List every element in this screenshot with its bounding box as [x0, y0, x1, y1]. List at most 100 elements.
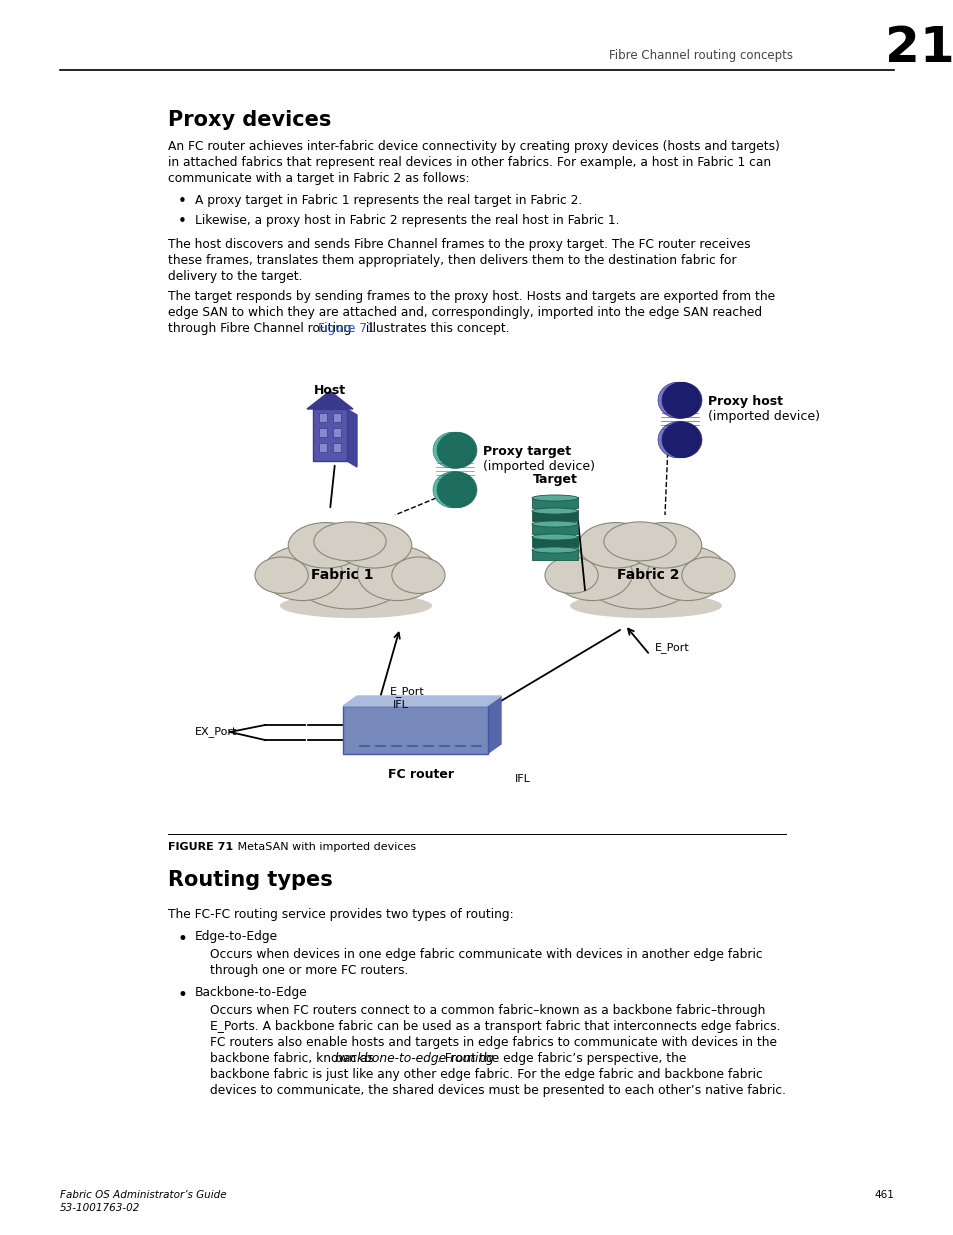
Ellipse shape: [532, 495, 578, 501]
Text: The host discovers and sends Fibre Channel frames to the proxy target. The FC ro: The host discovers and sends Fibre Chann…: [168, 238, 750, 251]
Text: FC routers also enable hosts and targets in edge fabrics to communicate with dev: FC routers also enable hosts and targets…: [210, 1036, 776, 1049]
Ellipse shape: [552, 546, 632, 600]
Text: Proxy target: Proxy target: [482, 445, 571, 458]
FancyBboxPatch shape: [333, 443, 340, 452]
Ellipse shape: [659, 382, 700, 419]
Text: 21: 21: [884, 23, 953, 72]
Text: •: •: [178, 214, 187, 228]
Text: •: •: [178, 930, 188, 948]
FancyBboxPatch shape: [313, 409, 347, 461]
Text: Host: Host: [314, 384, 346, 396]
Polygon shape: [486, 697, 500, 755]
Ellipse shape: [578, 522, 654, 568]
Text: through one or more FC routers.: through one or more FC routers.: [210, 965, 408, 977]
Text: MetaSAN with imported devices: MetaSAN with imported devices: [220, 842, 416, 852]
Ellipse shape: [433, 472, 473, 508]
Text: FC router: FC router: [388, 768, 454, 781]
Text: E_Ports. A backbone fabric can be used as a transport fabric that interconnects : E_Ports. A backbone fabric can be used a…: [210, 1020, 780, 1032]
Text: IFL: IFL: [393, 700, 409, 710]
Text: E_Port: E_Port: [655, 642, 689, 653]
Ellipse shape: [288, 531, 412, 609]
FancyBboxPatch shape: [318, 429, 327, 437]
Ellipse shape: [280, 593, 432, 618]
Text: delivery to the target.: delivery to the target.: [168, 270, 302, 283]
Text: Figure 71: Figure 71: [318, 322, 375, 335]
Ellipse shape: [335, 522, 412, 568]
FancyBboxPatch shape: [333, 429, 340, 437]
Ellipse shape: [661, 382, 701, 419]
Text: Edge-to-Edge: Edge-to-Edge: [194, 930, 278, 944]
FancyBboxPatch shape: [318, 443, 327, 452]
Text: IFL: IFL: [515, 774, 530, 784]
Text: Proxy devices: Proxy devices: [168, 110, 331, 130]
Polygon shape: [307, 391, 353, 409]
Ellipse shape: [658, 422, 698, 458]
Text: these frames, translates them appropriately, then delivers them to the destinati: these frames, translates them appropriat…: [168, 254, 736, 267]
Text: •: •: [178, 194, 187, 209]
Text: FIGURE 71: FIGURE 71: [168, 842, 233, 852]
Text: Backbone-to-Edge: Backbone-to-Edge: [194, 986, 308, 999]
Ellipse shape: [314, 522, 386, 561]
Text: An FC router achieves inter-fabric device connectivity by creating proxy devices: An FC router achieves inter-fabric devic…: [168, 140, 779, 153]
Ellipse shape: [435, 472, 475, 508]
Text: EX_Port: EX_Port: [194, 726, 237, 737]
Text: (imported device): (imported device): [707, 410, 820, 424]
Ellipse shape: [433, 432, 473, 468]
FancyBboxPatch shape: [532, 536, 578, 547]
FancyBboxPatch shape: [532, 510, 578, 521]
Ellipse shape: [532, 508, 578, 514]
Ellipse shape: [357, 546, 436, 600]
FancyBboxPatch shape: [532, 496, 578, 508]
Ellipse shape: [436, 472, 476, 508]
Ellipse shape: [544, 557, 598, 593]
FancyBboxPatch shape: [333, 412, 340, 422]
Ellipse shape: [647, 546, 726, 600]
Text: Routing types: Routing types: [168, 869, 333, 890]
Ellipse shape: [532, 547, 578, 553]
Text: E_Port: E_Port: [390, 685, 424, 697]
Text: Fibre Channel routing concepts: Fibre Channel routing concepts: [608, 48, 792, 62]
Ellipse shape: [681, 557, 734, 593]
Text: Target: Target: [532, 473, 577, 485]
Text: Fabric 1: Fabric 1: [311, 568, 373, 582]
Text: Likewise, a proxy host in Fabric 2 represents the real host in Fabric 1.: Likewise, a proxy host in Fabric 2 repre…: [194, 214, 618, 227]
Text: through Fibre Channel routing.: through Fibre Channel routing.: [168, 322, 359, 335]
Ellipse shape: [262, 546, 342, 600]
Text: illustrates this concept.: illustrates this concept.: [361, 322, 509, 335]
Text: The FC-FC routing service provides two types of routing:: The FC-FC routing service provides two t…: [168, 908, 513, 921]
Text: Occurs when FC routers connect to a common fabric–known as a backbone fabric–thr: Occurs when FC routers connect to a comm…: [210, 1004, 764, 1016]
FancyBboxPatch shape: [532, 522, 578, 534]
Text: Fabric 2: Fabric 2: [616, 568, 679, 582]
Ellipse shape: [288, 522, 364, 568]
Ellipse shape: [569, 593, 721, 618]
Ellipse shape: [659, 422, 700, 458]
Text: (imported device): (imported device): [482, 461, 595, 473]
Text: edge SAN to which they are attached and, correspondingly, imported into the edge: edge SAN to which they are attached and,…: [168, 306, 761, 319]
Text: A proxy target in Fabric 1 represents the real target in Fabric 2.: A proxy target in Fabric 1 represents th…: [194, 194, 581, 207]
Text: 53-1001763-02: 53-1001763-02: [60, 1203, 140, 1213]
FancyBboxPatch shape: [343, 706, 488, 755]
FancyBboxPatch shape: [532, 550, 578, 559]
Text: Proxy host: Proxy host: [707, 395, 782, 409]
Ellipse shape: [578, 531, 701, 609]
Text: Occurs when devices in one edge fabric communicate with devices in another edge : Occurs when devices in one edge fabric c…: [210, 948, 761, 961]
Text: in attached fabrics that represent real devices in other fabrics. For example, a: in attached fabrics that represent real …: [168, 156, 770, 169]
Text: backbone-to-edge routing: backbone-to-edge routing: [335, 1052, 494, 1065]
Text: backbone fabric, known as: backbone fabric, known as: [210, 1052, 377, 1065]
Ellipse shape: [436, 432, 476, 468]
Text: devices to communicate, the shared devices must be presented to each other’s nat: devices to communicate, the shared devic…: [210, 1084, 785, 1097]
Text: backbone fabric is just like any other edge fabric. For the edge fabric and back: backbone fabric is just like any other e…: [210, 1068, 762, 1081]
Text: The target responds by sending frames to the proxy host. Hosts and targets are e: The target responds by sending frames to…: [168, 290, 774, 303]
Text: . From the edge fabric’s perspective, the: . From the edge fabric’s perspective, th…: [436, 1052, 686, 1065]
Ellipse shape: [392, 557, 444, 593]
Polygon shape: [347, 409, 356, 467]
Ellipse shape: [661, 422, 701, 458]
Polygon shape: [343, 697, 500, 706]
Ellipse shape: [254, 557, 308, 593]
Ellipse shape: [625, 522, 701, 568]
Ellipse shape: [435, 432, 475, 468]
Ellipse shape: [658, 382, 698, 419]
Ellipse shape: [532, 534, 578, 540]
FancyBboxPatch shape: [318, 412, 327, 422]
Ellipse shape: [603, 522, 676, 561]
